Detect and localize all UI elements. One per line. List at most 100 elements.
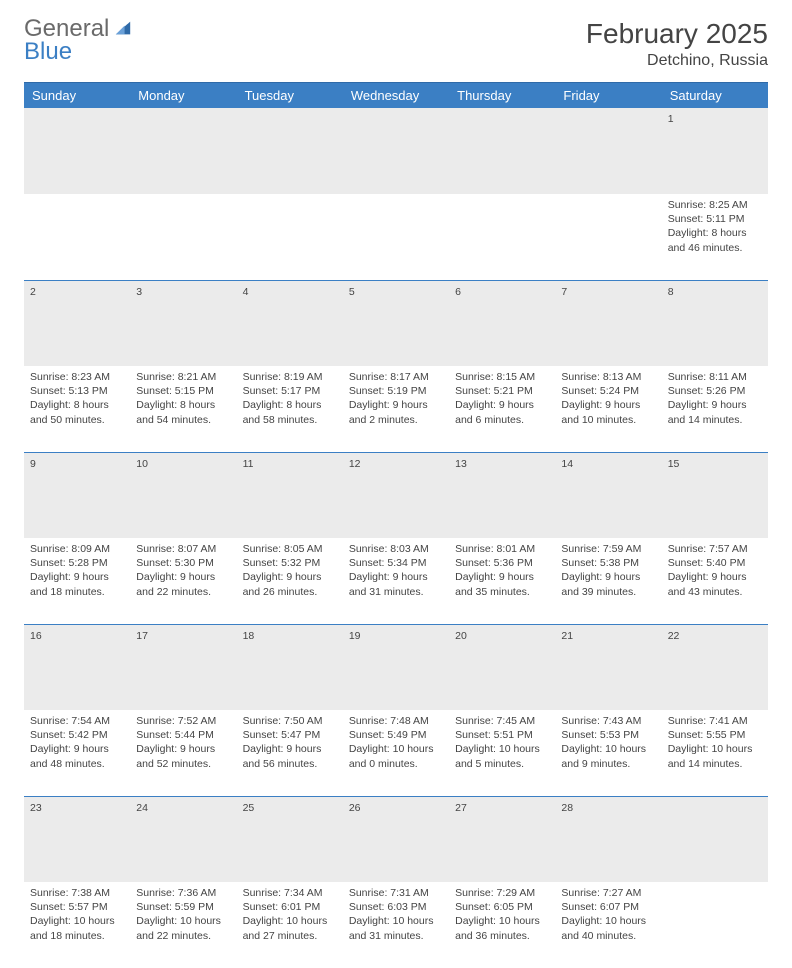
week-row: Sunrise: 7:54 AMSunset: 5:42 PMDaylight:… — [24, 710, 768, 796]
day-cell: Sunrise: 8:11 AMSunset: 5:26 PMDaylight:… — [662, 366, 768, 452]
daylight-text: Daylight: 9 hours — [349, 398, 443, 412]
daylight-text: and 18 minutes. — [30, 585, 124, 599]
sunrise-text: Sunrise: 8:19 AM — [243, 370, 337, 384]
sunset-text: Sunset: 5:42 PM — [30, 728, 124, 742]
day-cell: Sunrise: 8:15 AMSunset: 5:21 PMDaylight:… — [449, 366, 555, 452]
day-number: 19 — [343, 624, 449, 710]
daylight-text: Daylight: 9 hours — [455, 570, 549, 584]
daylight-text: Daylight: 9 hours — [243, 742, 337, 756]
sunset-text: Sunset: 5:53 PM — [561, 728, 655, 742]
daylight-text: Daylight: 10 hours — [668, 742, 762, 756]
daylight-text: Daylight: 9 hours — [455, 398, 549, 412]
daylight-text: and 10 minutes. — [561, 413, 655, 427]
daylight-text: Daylight: 9 hours — [668, 570, 762, 584]
daylight-text: Daylight: 9 hours — [136, 742, 230, 756]
sail-icon — [113, 18, 133, 41]
sunrise-text: Sunrise: 7:27 AM — [561, 886, 655, 900]
sunset-text: Sunset: 5:26 PM — [668, 384, 762, 398]
daylight-text: Daylight: 8 hours — [136, 398, 230, 412]
daylight-text: and 58 minutes. — [243, 413, 337, 427]
daylight-text: and 46 minutes. — [668, 241, 762, 255]
day-number: 4 — [237, 280, 343, 366]
sunset-text: Sunset: 5:17 PM — [243, 384, 337, 398]
week-row: Sunrise: 7:38 AMSunset: 5:57 PMDaylight:… — [24, 882, 768, 968]
day-cell: Sunrise: 7:31 AMSunset: 6:03 PMDaylight:… — [343, 882, 449, 968]
daylight-text: Daylight: 10 hours — [455, 914, 549, 928]
day-cell: Sunrise: 7:43 AMSunset: 5:53 PMDaylight:… — [555, 710, 661, 796]
day-number: 25 — [237, 796, 343, 882]
day-cell: Sunrise: 7:52 AMSunset: 5:44 PMDaylight:… — [130, 710, 236, 796]
day-number: 24 — [130, 796, 236, 882]
sunrise-text: Sunrise: 7:29 AM — [455, 886, 549, 900]
day-number: 6 — [449, 280, 555, 366]
day-number: 1 — [662, 108, 768, 194]
title-block: February 2025 Detchino, Russia — [586, 18, 768, 70]
day-cell: Sunrise: 8:01 AMSunset: 5:36 PMDaylight:… — [449, 538, 555, 624]
daylight-text: Daylight: 9 hours — [561, 398, 655, 412]
day-number — [449, 108, 555, 194]
sunset-text: Sunset: 5:55 PM — [668, 728, 762, 742]
weekday-header: Tuesday — [237, 83, 343, 108]
sunset-text: Sunset: 5:51 PM — [455, 728, 549, 742]
day-number — [555, 108, 661, 194]
header: GeneralBlue February 2025 Detchino, Russ… — [24, 18, 768, 70]
daynum-row: 1 — [24, 108, 768, 194]
day-cell: Sunrise: 7:36 AMSunset: 5:59 PMDaylight:… — [130, 882, 236, 968]
sunset-text: Sunset: 5:40 PM — [668, 556, 762, 570]
day-number: 14 — [555, 452, 661, 538]
sunrise-text: Sunrise: 7:43 AM — [561, 714, 655, 728]
day-number: 7 — [555, 280, 661, 366]
daylight-text: Daylight: 8 hours — [30, 398, 124, 412]
day-cell: Sunrise: 8:17 AMSunset: 5:19 PMDaylight:… — [343, 366, 449, 452]
day-cell: Sunrise: 7:45 AMSunset: 5:51 PMDaylight:… — [449, 710, 555, 796]
sunrise-text: Sunrise: 8:21 AM — [136, 370, 230, 384]
day-number: 18 — [237, 624, 343, 710]
weekday-header: Wednesday — [343, 83, 449, 108]
sunset-text: Sunset: 5:59 PM — [136, 900, 230, 914]
day-cell — [662, 882, 768, 968]
day-number — [662, 796, 768, 882]
day-number: 27 — [449, 796, 555, 882]
daylight-text: and 2 minutes. — [349, 413, 443, 427]
sunset-text: Sunset: 5:38 PM — [561, 556, 655, 570]
day-cell: Sunrise: 8:03 AMSunset: 5:34 PMDaylight:… — [343, 538, 449, 624]
daylight-text: Daylight: 10 hours — [349, 742, 443, 756]
daylight-text: Daylight: 9 hours — [349, 570, 443, 584]
day-number: 23 — [24, 796, 130, 882]
day-cell: Sunrise: 8:19 AMSunset: 5:17 PMDaylight:… — [237, 366, 343, 452]
daylight-text: Daylight: 10 hours — [243, 914, 337, 928]
sunset-text: Sunset: 5:57 PM — [30, 900, 124, 914]
daylight-text: and 6 minutes. — [455, 413, 549, 427]
day-number: 26 — [343, 796, 449, 882]
daylight-text: Daylight: 10 hours — [561, 742, 655, 756]
daylight-text: Daylight: 9 hours — [136, 570, 230, 584]
weekday-header: Sunday — [24, 83, 130, 108]
day-cell: Sunrise: 8:13 AMSunset: 5:24 PMDaylight:… — [555, 366, 661, 452]
sunset-text: Sunset: 5:30 PM — [136, 556, 230, 570]
sunrise-text: Sunrise: 8:11 AM — [668, 370, 762, 384]
daylight-text: and 5 minutes. — [455, 757, 549, 771]
sunset-text: Sunset: 5:11 PM — [668, 212, 762, 226]
daylight-text: and 18 minutes. — [30, 929, 124, 943]
daylight-text: Daylight: 8 hours — [243, 398, 337, 412]
day-cell: Sunrise: 8:25 AMSunset: 5:11 PMDaylight:… — [662, 194, 768, 280]
sunrise-text: Sunrise: 8:03 AM — [349, 542, 443, 556]
sunrise-text: Sunrise: 7:50 AM — [243, 714, 337, 728]
weekday-header: Friday — [555, 83, 661, 108]
sunrise-text: Sunrise: 8:07 AM — [136, 542, 230, 556]
sunrise-text: Sunrise: 8:13 AM — [561, 370, 655, 384]
daylight-text: and 14 minutes. — [668, 757, 762, 771]
day-cell: Sunrise: 7:54 AMSunset: 5:42 PMDaylight:… — [24, 710, 130, 796]
day-number — [24, 108, 130, 194]
day-cell — [130, 194, 236, 280]
weekday-header-row: Sunday Monday Tuesday Wednesday Thursday… — [24, 83, 768, 108]
day-cell — [449, 194, 555, 280]
daylight-text: Daylight: 10 hours — [30, 914, 124, 928]
sunrise-text: Sunrise: 7:38 AM — [30, 886, 124, 900]
daylight-text: Daylight: 9 hours — [668, 398, 762, 412]
daylight-text: Daylight: 9 hours — [30, 742, 124, 756]
day-number: 8 — [662, 280, 768, 366]
day-cell: Sunrise: 8:09 AMSunset: 5:28 PMDaylight:… — [24, 538, 130, 624]
daylight-text: and 9 minutes. — [561, 757, 655, 771]
day-number: 20 — [449, 624, 555, 710]
